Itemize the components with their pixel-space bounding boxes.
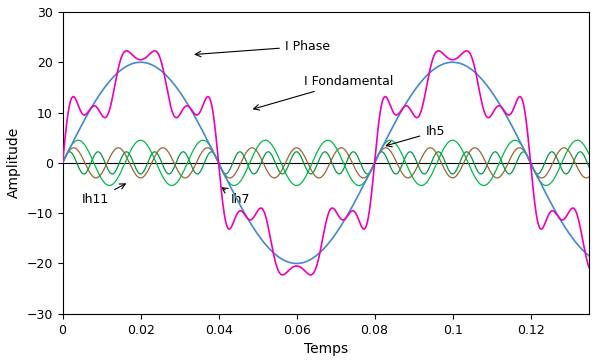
Text: I Fondamental: I Fondamental <box>254 75 394 110</box>
Y-axis label: Amplitude: Amplitude <box>7 127 21 199</box>
X-axis label: Temps: Temps <box>304 342 348 356</box>
Text: Ih7: Ih7 <box>222 188 250 206</box>
Text: Ih11: Ih11 <box>82 184 125 206</box>
Text: Ih5: Ih5 <box>386 125 445 147</box>
Text: I Phase: I Phase <box>195 40 330 57</box>
